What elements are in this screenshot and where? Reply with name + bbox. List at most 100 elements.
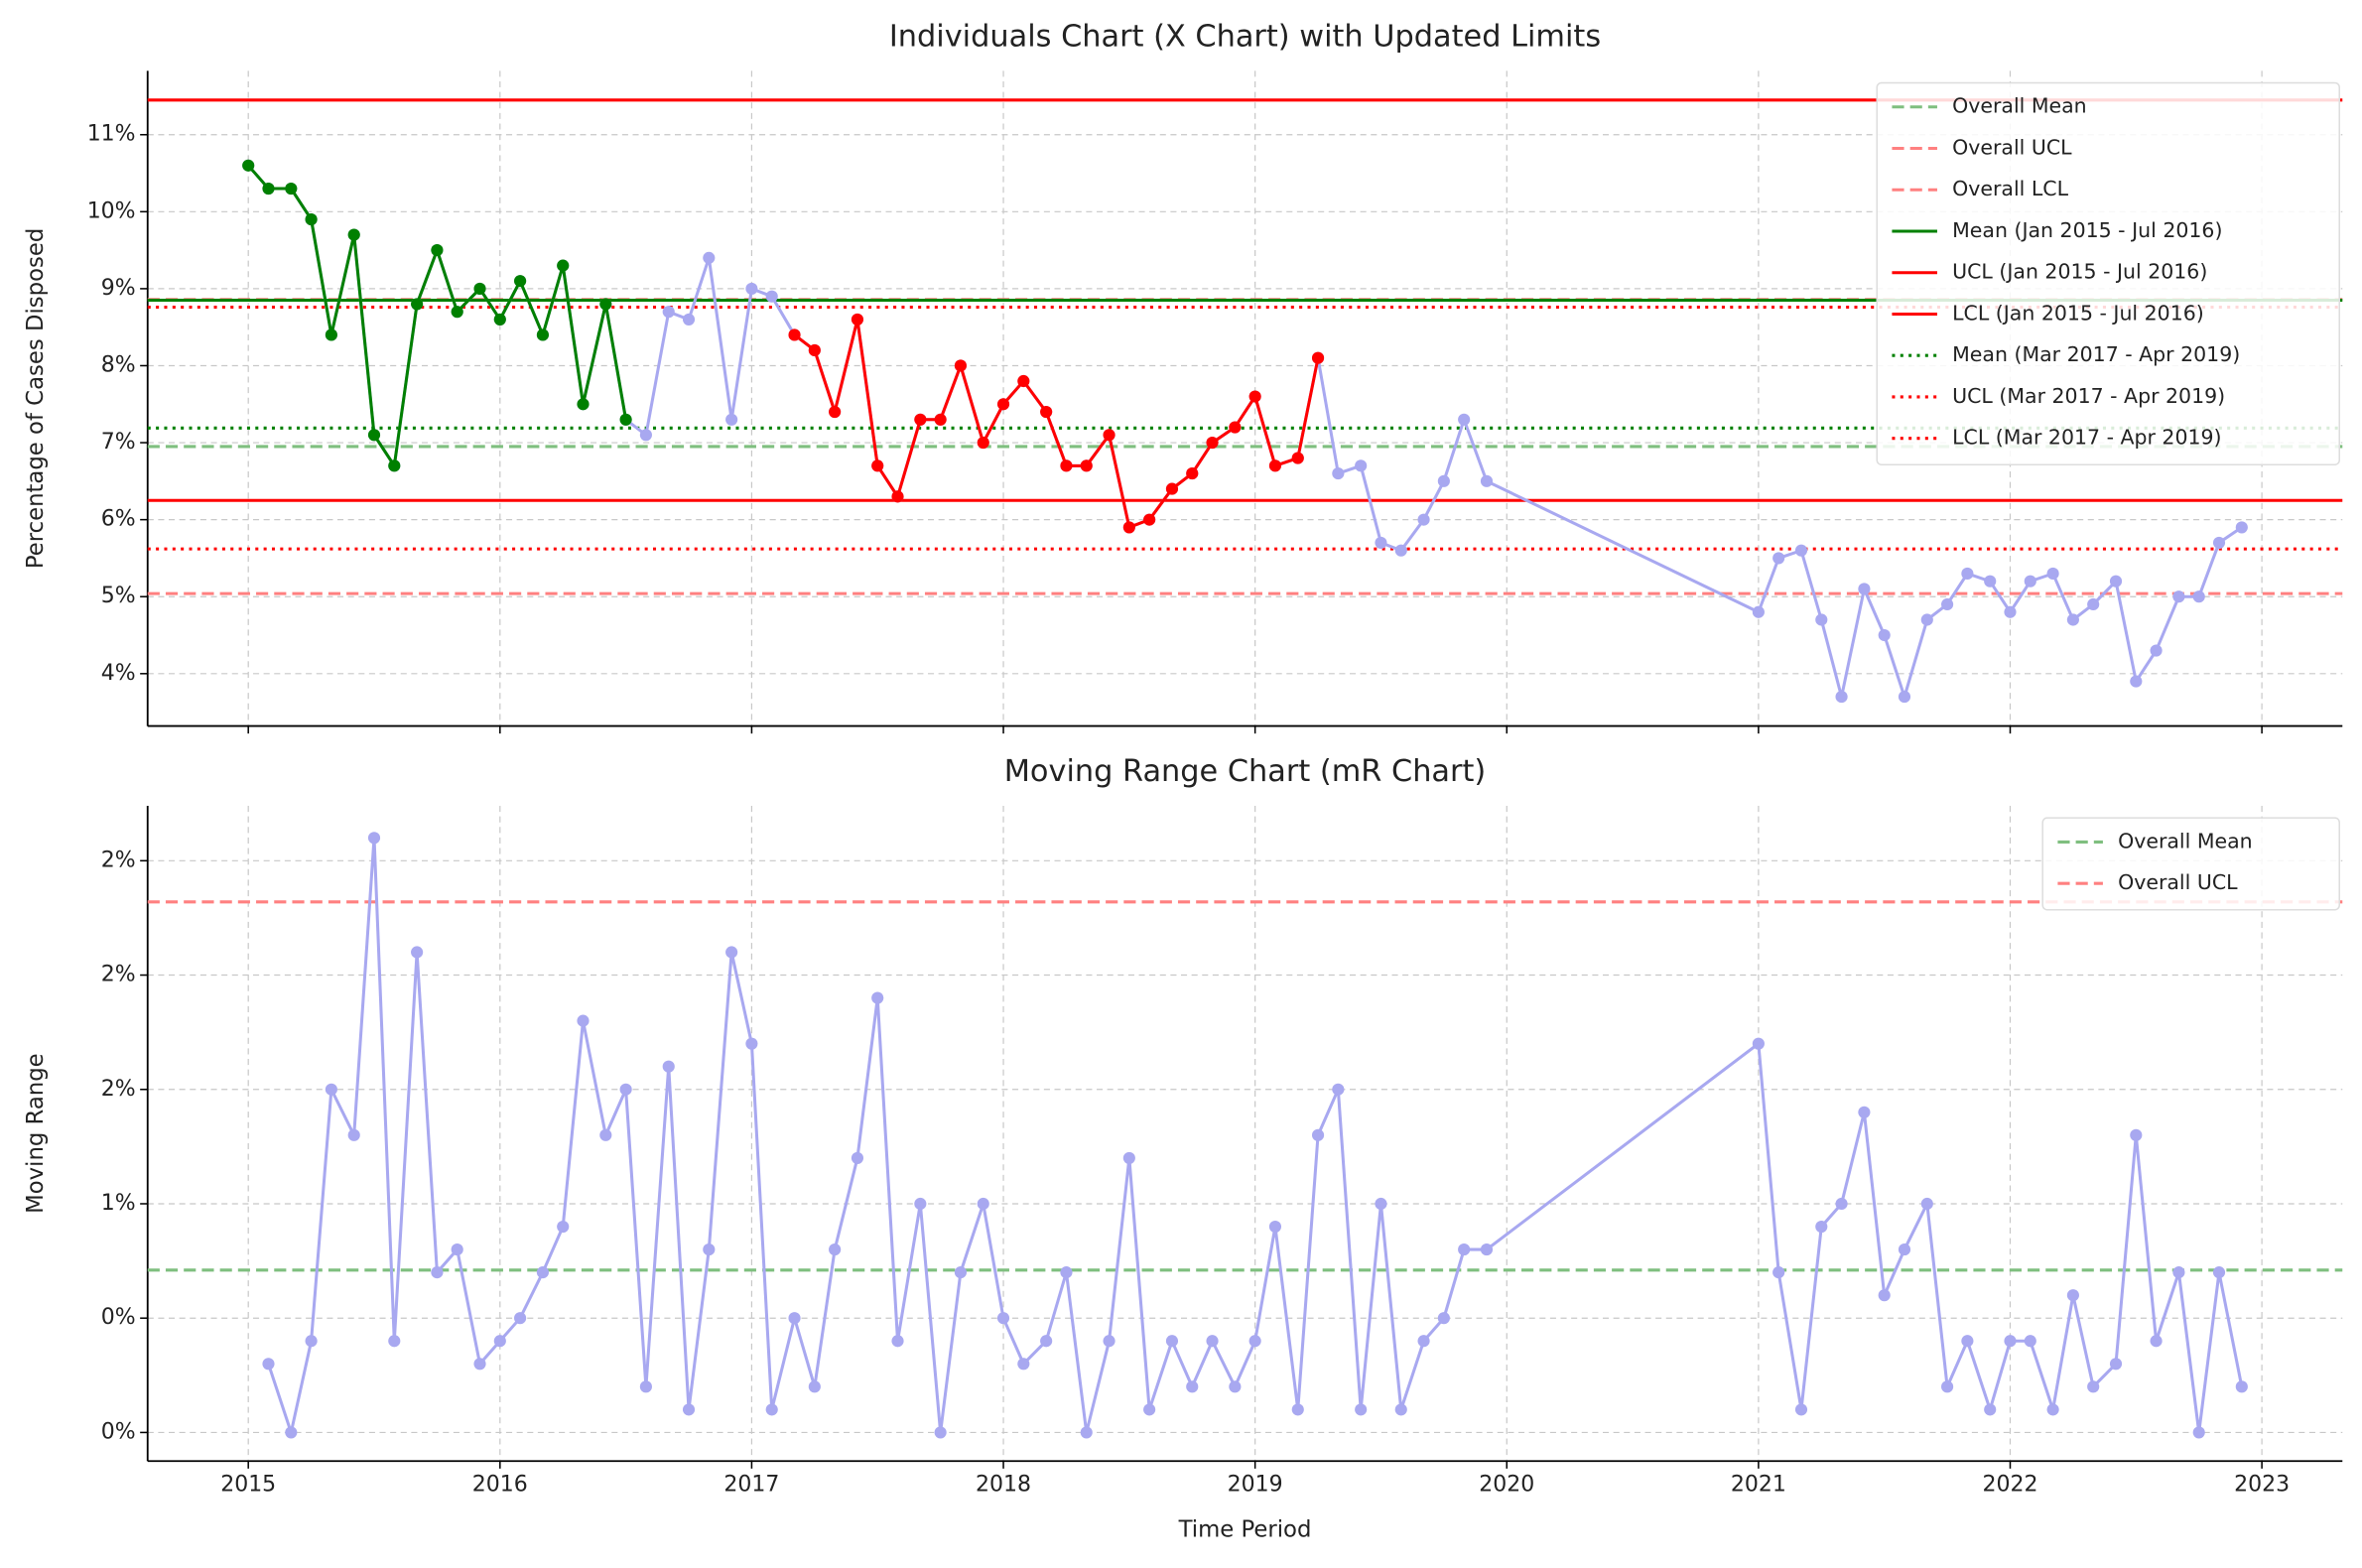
point	[808, 343, 821, 357]
x-tick-label: 2021	[1731, 1473, 1786, 1498]
point	[1437, 1312, 1450, 1325]
point	[1835, 1197, 1848, 1211]
point	[599, 298, 612, 311]
point	[619, 413, 632, 426]
point	[1898, 691, 1911, 704]
y-tick-label: 2%	[101, 1077, 136, 1102]
point	[725, 946, 738, 959]
point	[1815, 1220, 1828, 1234]
point	[1103, 429, 1115, 442]
point	[1017, 374, 1030, 388]
point	[1480, 1243, 1494, 1256]
point	[2066, 613, 2079, 626]
point	[871, 991, 884, 1004]
point	[1268, 459, 1282, 472]
legend-label: Overall LCL	[1952, 177, 2068, 200]
point	[1920, 1197, 1933, 1211]
point	[2235, 1380, 2248, 1393]
point	[1375, 1197, 1387, 1211]
point	[1332, 1083, 1345, 1096]
point	[851, 313, 864, 326]
point	[2066, 1289, 2079, 1302]
point	[451, 1243, 463, 1256]
point	[1458, 413, 1471, 426]
point	[703, 251, 716, 264]
x-tick-label: 2015	[220, 1473, 276, 1498]
point	[1248, 390, 1261, 403]
point	[1794, 544, 1808, 557]
point	[2130, 1128, 2143, 1141]
chart-title: Individuals Chart (X Chart) with Updated…	[889, 19, 1601, 54]
point	[1229, 421, 1242, 434]
y-tick-label: 8%	[101, 352, 136, 377]
point	[1752, 1037, 1765, 1050]
point	[2109, 1358, 2123, 1371]
point	[536, 328, 549, 341]
point	[577, 398, 590, 411]
point	[1941, 597, 1954, 611]
point	[1898, 1243, 1911, 1256]
legend-label: Mean (Jan 2015 - Jul 2016)	[1952, 218, 2222, 242]
point	[305, 212, 318, 226]
y-tick-label: 0%	[101, 1419, 136, 1444]
point	[2172, 1266, 2185, 1279]
point	[2235, 521, 2248, 534]
point	[262, 1358, 275, 1371]
point	[1143, 513, 1156, 526]
point	[557, 259, 570, 272]
point	[1878, 628, 1891, 642]
point	[1143, 1403, 1156, 1416]
point	[557, 1220, 570, 1234]
point	[851, 1151, 864, 1164]
point	[1858, 1106, 1871, 1118]
point	[2004, 605, 2017, 618]
point	[1772, 1266, 1785, 1279]
point	[1060, 1266, 1073, 1279]
point	[1480, 474, 1494, 487]
point	[2004, 1335, 2017, 1348]
point	[1961, 567, 1974, 581]
point	[2109, 575, 2123, 588]
point	[788, 1312, 801, 1325]
point	[1394, 544, 1407, 557]
point	[1040, 1335, 1053, 1348]
point	[1080, 459, 1093, 472]
point	[451, 306, 463, 319]
point	[2024, 1335, 2036, 1348]
legend-label: LCL (Jan 2015 - Jul 2016)	[1952, 301, 2204, 325]
x-tick-label: 2019	[1228, 1473, 1283, 1498]
point	[954, 1266, 967, 1279]
point	[1835, 691, 1848, 704]
legend-label: LCL (Mar 2017 - Apr 2019)	[1952, 426, 2221, 450]
point	[745, 1037, 758, 1050]
point	[536, 1266, 549, 1279]
point	[2192, 1426, 2205, 1439]
point	[1080, 1426, 1093, 1439]
point	[1311, 351, 1325, 364]
point	[2192, 590, 2205, 603]
point	[2087, 597, 2100, 611]
point	[493, 1335, 506, 1348]
point	[1984, 1403, 1997, 1416]
point	[325, 1083, 337, 1096]
chart-title: Moving Range Chart (mR Chart)	[1004, 754, 1486, 789]
point	[1961, 1335, 1974, 1348]
point	[2046, 1403, 2059, 1416]
legend-label: Overall UCL	[1952, 136, 2072, 160]
point	[1165, 482, 1179, 495]
point	[765, 1403, 778, 1416]
point	[2087, 1380, 2100, 1393]
point	[662, 306, 675, 319]
point	[285, 182, 298, 196]
point	[1122, 1151, 1135, 1164]
point	[1920, 613, 1933, 626]
point	[1229, 1380, 1242, 1393]
legend-label: UCL (Jan 2015 - Jul 2016)	[1952, 260, 2207, 284]
point	[1394, 1403, 1407, 1416]
point	[639, 1380, 652, 1393]
point	[662, 1060, 675, 1073]
point	[493, 313, 506, 326]
point	[305, 1335, 318, 1348]
point	[1165, 1335, 1179, 1348]
